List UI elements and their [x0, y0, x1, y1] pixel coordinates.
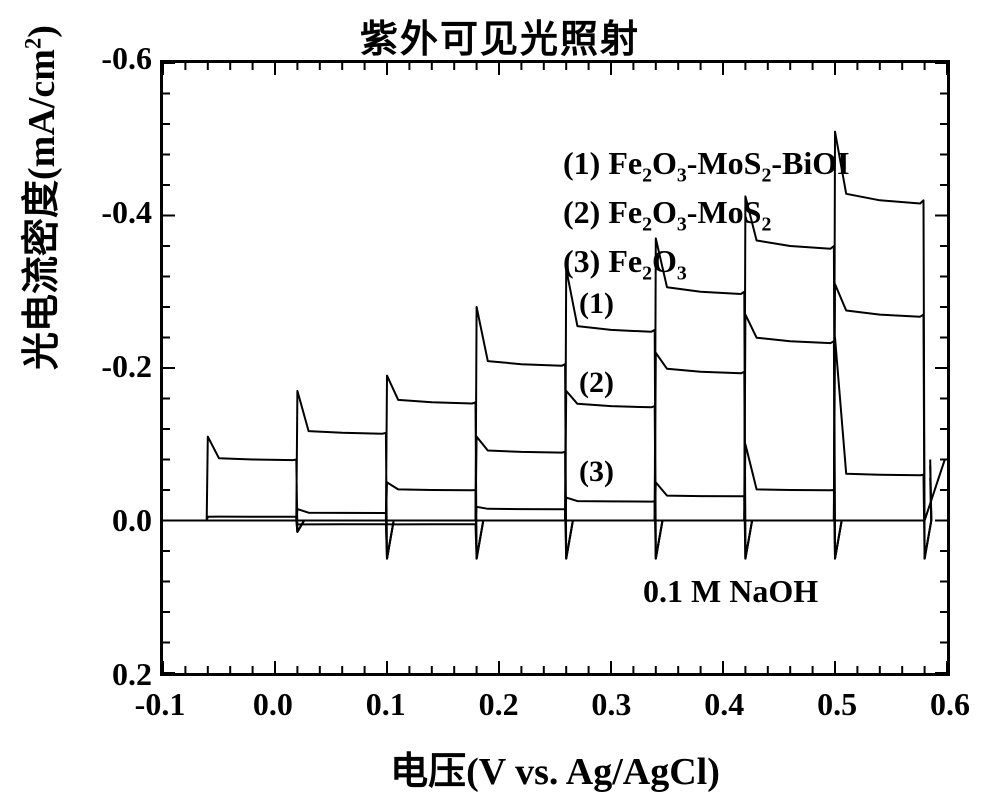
legend-item-3: (3) Fe2O3 [563, 239, 850, 288]
y-tick-label: -0.6 [12, 40, 152, 77]
electrolyte-note: 0.1 M NaOH [643, 573, 818, 610]
x-tick-label: 0.5 [797, 686, 877, 723]
y-axis-label-close: ) [21, 25, 63, 38]
x-tick-label: -0.1 [120, 686, 200, 723]
y-tick-label: -0.4 [12, 194, 152, 231]
x-tick-label: 0.0 [233, 686, 313, 723]
legend-item-2: (2) Fe2O3-MoS2 [563, 190, 850, 239]
y-tick-label: 0.0 [12, 502, 152, 539]
x-axis-label-cn: 电压 [390, 751, 466, 793]
series-anno-1: (1) [579, 287, 614, 321]
x-axis-label: 电压(V vs. Ag/AgCl) [160, 740, 950, 795]
figure: 紫外可见光照射 光电流密度(mA/cm2) 电压(V vs. Ag/AgCl) … [0, 0, 1000, 797]
series-line-2 [165, 284, 931, 558]
x-tick-label: 0.4 [684, 686, 764, 723]
x-tick-label: 0.6 [910, 686, 990, 723]
x-tick-label: 0.2 [459, 686, 539, 723]
legend: (1) Fe2O3-MoS2-BiOI (2) Fe2O3-MoS2 (3) F… [563, 141, 850, 287]
series-anno-3: (3) [579, 455, 614, 489]
x-axis-label-unit: (V vs. Ag/AgCl) [466, 751, 720, 793]
plot-area: (1) Fe2O3-MoS2-BiOI (2) Fe2O3-MoS2 (3) F… [160, 60, 950, 676]
series-line-3 [165, 338, 931, 559]
x-tick-label: 0.1 [346, 686, 426, 723]
legend-item-1: (1) Fe2O3-MoS2-BiOI [563, 141, 850, 190]
series-anno-2: (2) [579, 366, 614, 400]
y-tick-label: -0.2 [12, 348, 152, 385]
x-tick-label: 0.3 [571, 686, 651, 723]
